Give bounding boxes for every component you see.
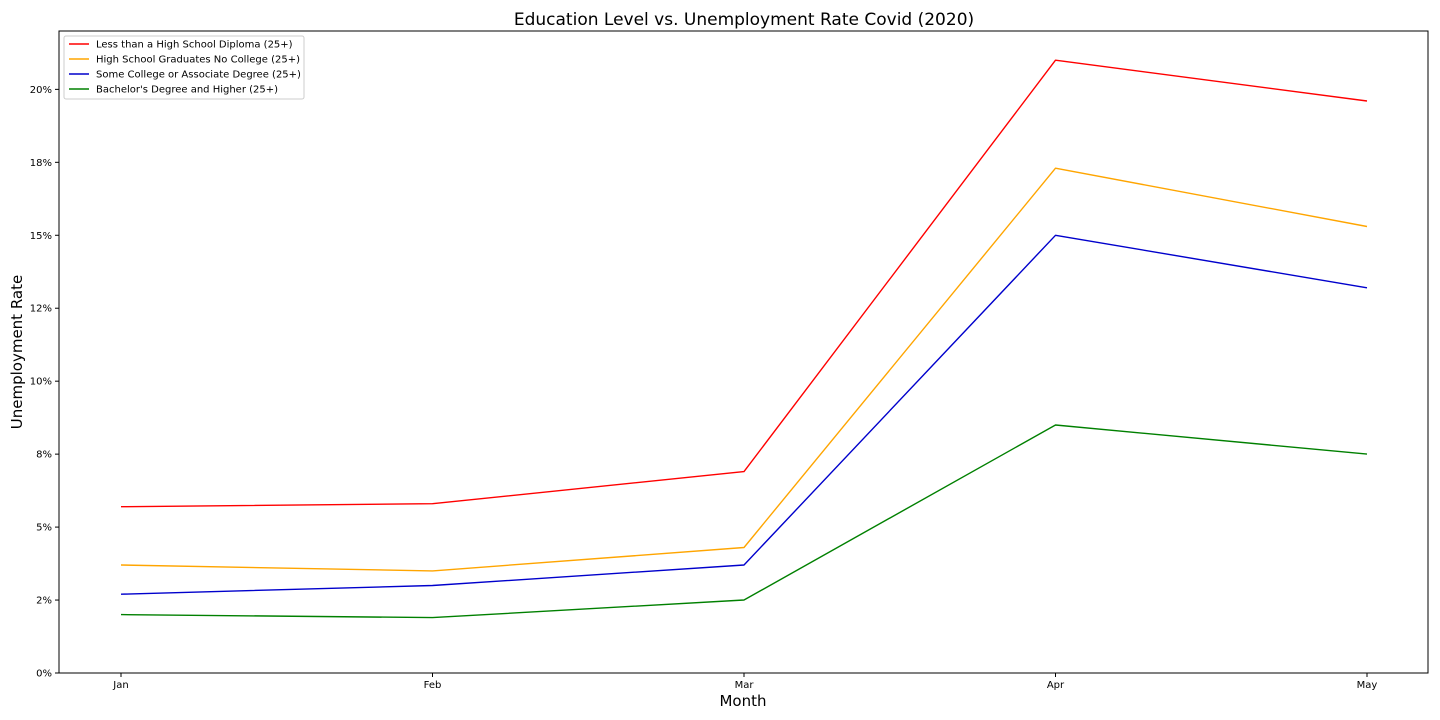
legend-label-0: Less than a High School Diploma (25+) [96,40,293,51]
series-lines [120,59,1368,619]
x-tick-label: Apr [1047,680,1065,691]
x-axis: Jan Feb Mar Apr May [112,673,1377,691]
x-tick-label: Jan [112,680,128,691]
y-tick-label: 15% [30,231,52,242]
x-tick-label: May [1357,680,1378,691]
plot-area [58,30,1429,674]
y-tick-label: 20% [30,85,52,96]
chart-title: Education Level vs. Unemployment Rate Co… [514,10,974,30]
y-tick-label: 2% [36,596,52,607]
legend-label-2: Some College or Associate Degree (25+) [96,70,301,81]
series-line-3 [120,424,1368,619]
y-tick-label: 8% [36,450,52,461]
legend-label-3: Bachelor's Degree and Higher (25+) [96,85,278,96]
x-tick-label: Feb [424,680,442,691]
series-line-2 [120,234,1368,595]
legend: Less than a High School Diploma (25+) Hig… [63,35,305,100]
y-tick-label: 10% [30,377,52,388]
x-tick-label: Mar [735,680,755,691]
legend-box [63,35,305,100]
y-axis: 0% 2% 5% 8% 10% 12% 15% 18% 20% [30,85,59,680]
series-line-0 [120,59,1368,508]
y-tick-label: 5% [36,523,52,534]
y-tick-label: 18% [30,158,52,169]
series-line-1 [120,167,1368,572]
y-tick-label: 0% [36,669,52,680]
y-axis-label: Unemployment Rate [8,275,26,429]
legend-label-1: High School Graduates No College (25+) [96,55,300,66]
x-axis-label: Month [719,692,766,710]
y-tick-label: 12% [30,304,52,315]
plot-frame [58,30,1429,674]
